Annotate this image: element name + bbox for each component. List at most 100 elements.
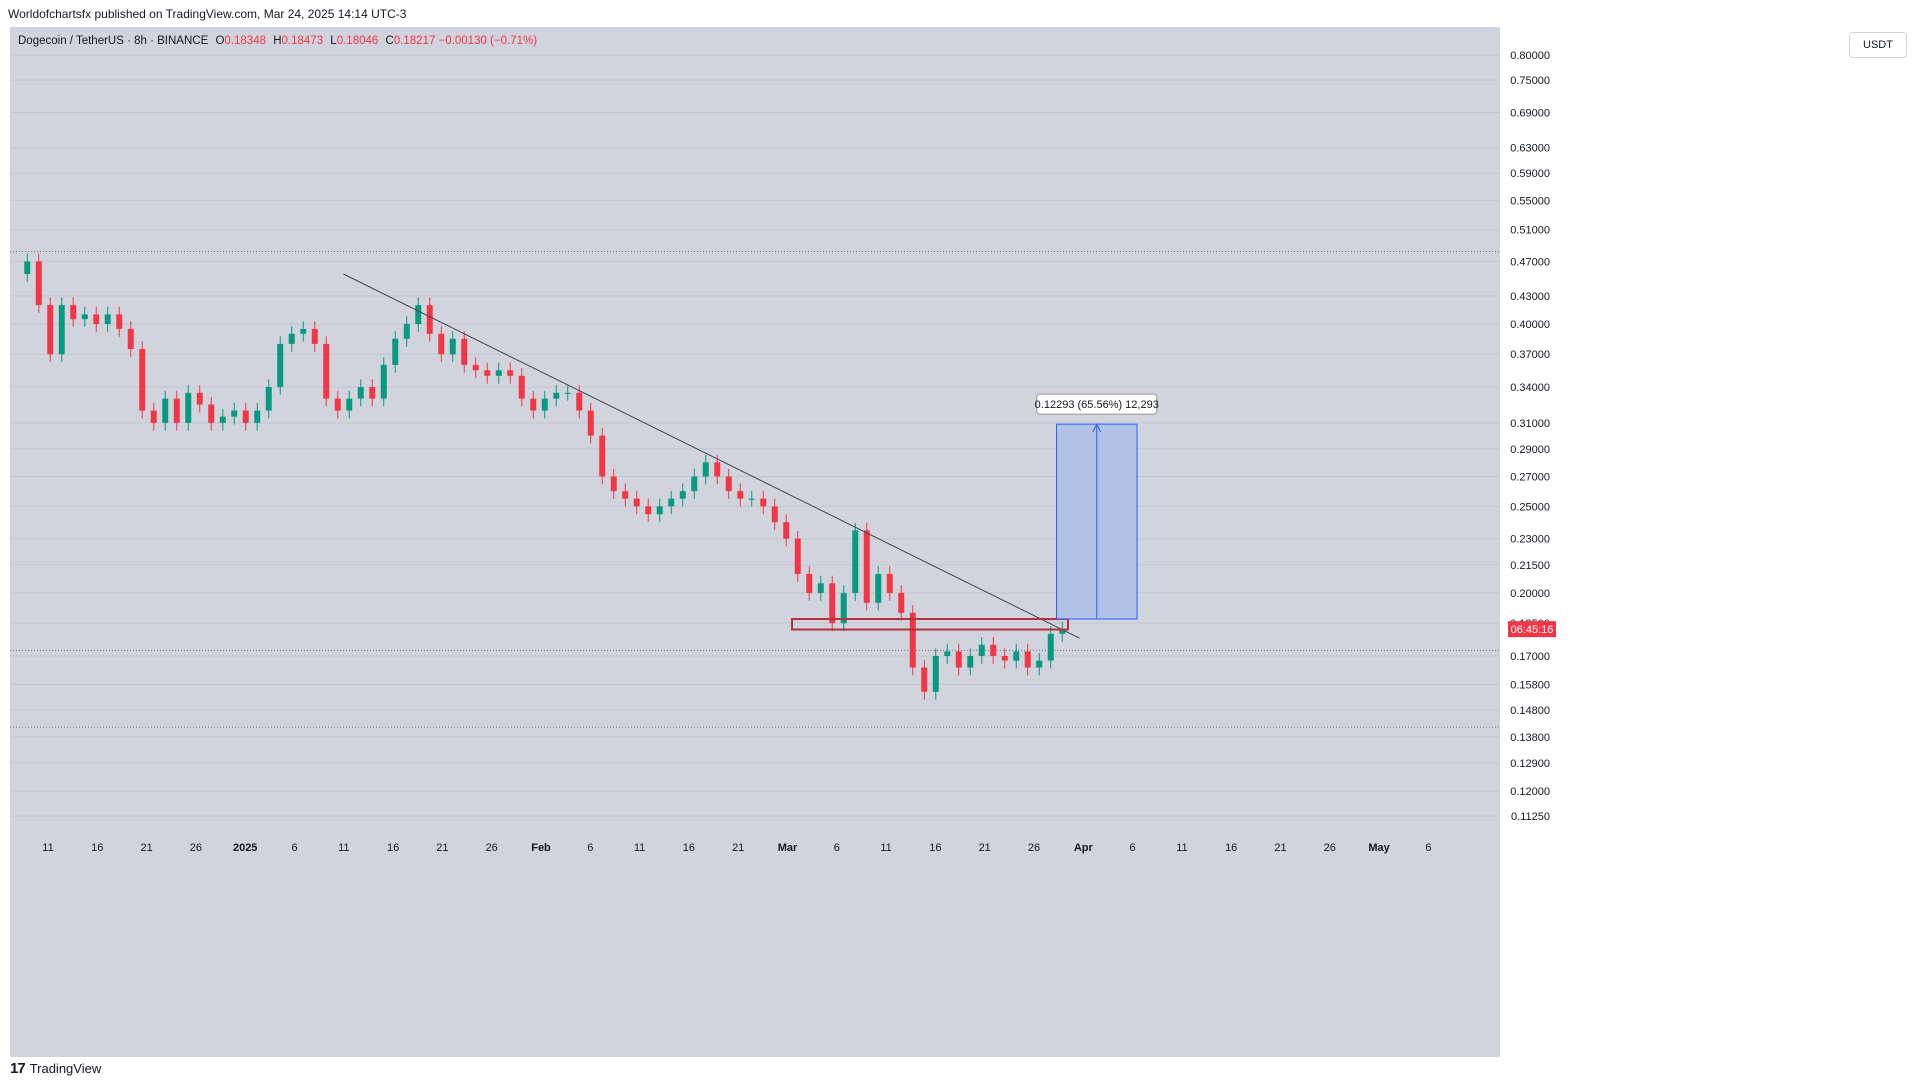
price-tick-label: 0.27000 <box>1510 471 1550 483</box>
descending-trendline <box>343 273 1080 639</box>
low-value: 0.18046 <box>336 35 379 47</box>
candle-body <box>737 491 744 499</box>
candle-body <box>587 410 594 436</box>
candle-body <box>967 655 974 668</box>
currency-selector[interactable]: USDT <box>1849 32 1907 58</box>
candle-body <box>311 328 318 344</box>
price-tick-label: 0.55000 <box>1510 195 1550 207</box>
time-tick-label: 16 <box>91 842 103 854</box>
candle-body <box>955 651 962 668</box>
symbol-name[interactable]: Dogecoin / TetherUS · 8h · BINANCE <box>18 35 209 47</box>
price-tick-label: 0.25000 <box>1510 501 1550 513</box>
candle-body <box>760 498 767 507</box>
countdown-badge <box>1508 621 1556 638</box>
time-tick-label: 11 <box>880 842 891 854</box>
candle-body <box>93 314 100 324</box>
candle-body <box>610 476 617 492</box>
candle-body <box>472 364 479 371</box>
price-tick-label: 0.34000 <box>1510 382 1550 394</box>
candle-body <box>576 392 583 411</box>
candle-body <box>81 314 88 320</box>
price-tick-label: 0.80000 <box>1510 50 1550 62</box>
price-chart[interactable]: 0.12293 (65.56%) 12,293 0.80000 0.75000 0.… <box>10 27 1910 1057</box>
price-tick-label: 0.14800 <box>1510 705 1550 717</box>
time-tick-label: 21 <box>1274 842 1286 854</box>
tradingview-brand[interactable]: TradingView <box>29 1061 102 1076</box>
candle-body <box>231 410 238 417</box>
candle-body <box>725 476 732 492</box>
candle-body <box>518 375 525 399</box>
price-tick-label: 0.69000 <box>1510 107 1550 119</box>
high-value: 0.18473 <box>281 35 324 47</box>
tradingview-logo-icon: 17 <box>10 1060 26 1077</box>
candle-body <box>852 530 859 593</box>
candle-body <box>679 491 686 499</box>
candle-body <box>1059 629 1066 634</box>
candle-body <box>334 398 341 411</box>
candle-body <box>886 573 893 593</box>
price-tick-label: 0.29000 <box>1510 444 1550 456</box>
candle-body <box>645 506 652 515</box>
time-tick-label: Apr <box>1074 842 1094 854</box>
time-tick-label: 6 <box>1130 842 1136 854</box>
price-tick-label: 0.63000 <box>1510 143 1550 155</box>
candle-body <box>622 491 629 499</box>
time-tick-label: 21 <box>140 842 152 854</box>
candle-body <box>944 651 951 656</box>
price-tick-label: 0.75000 <box>1510 75 1550 87</box>
price-tick-label: 0.23000 <box>1510 534 1550 546</box>
candle-body <box>1036 660 1043 668</box>
time-tick-label: 16 <box>1225 842 1237 854</box>
candle-body <box>840 592 847 624</box>
time-tick-label: 16 <box>387 842 399 854</box>
candle-body <box>24 261 31 275</box>
candle-body <box>714 462 721 477</box>
candle-body <box>794 538 801 574</box>
candle-body <box>530 398 537 411</box>
close-value: 0.18217 <box>393 35 436 47</box>
candle-body <box>392 338 399 365</box>
reference-lines <box>10 251 1500 728</box>
candle-body <box>47 305 54 355</box>
candle-body <box>265 387 272 411</box>
price-tick-label: 0.20000 <box>1510 588 1550 600</box>
candle-body <box>783 522 790 539</box>
chart-area[interactable]: 0.12293 (65.56%) 12,293 0.80000 0.75000 0.… <box>10 27 1910 1057</box>
open-label: O <box>215 35 225 47</box>
time-tick-label: 16 <box>683 842 695 854</box>
price-axis[interactable]: 0.80000 0.75000 0.69000 0.63000 0.59000 0.550… <box>1508 50 1556 823</box>
price-tick-label: 0.21500 <box>1510 560 1550 572</box>
price-tick-label: 0.40000 <box>1510 319 1550 331</box>
candle-body <box>357 387 364 399</box>
candle-body <box>921 667 928 692</box>
price-axis-background <box>1500 27 1910 1057</box>
candle-body <box>208 404 215 423</box>
price-tick-label: 0.11250 <box>1511 811 1550 823</box>
candle-body <box>196 392 203 405</box>
price-tick-label: 0.15800 <box>1510 679 1550 691</box>
countdown-label: 06:45:16 <box>1511 624 1554 636</box>
candle-body <box>403 323 410 339</box>
candle-body <box>173 398 180 423</box>
candle-body <box>495 370 502 376</box>
candle-body <box>1001 655 1008 661</box>
candle-body <box>449 338 456 355</box>
candle-body <box>1024 651 1031 668</box>
candle-body <box>875 573 882 603</box>
candle-body <box>978 644 985 656</box>
time-tick-label: 26 <box>190 842 202 854</box>
candle-body <box>150 410 157 423</box>
candle-body <box>254 410 261 423</box>
candle-body <box>691 476 698 492</box>
candle-body <box>461 338 468 365</box>
candle-body <box>323 343 330 399</box>
time-tick-label: 16 <box>929 842 941 854</box>
candles <box>24 253 1066 700</box>
time-tick-label: Mar <box>778 842 798 854</box>
footer-branding: 17 TradingView <box>10 1060 101 1077</box>
candle-body <box>162 398 169 423</box>
time-axis[interactable]: 11 16 21 26 2025 6 11 16 21 26 Feb 6 11 16 21 Mar 6 11 16 2… <box>42 842 1431 854</box>
candle-body <box>1013 651 1020 661</box>
candle-body <box>553 392 560 399</box>
annotations: 0.12293 (65.56%) 12,293 <box>343 273 1159 639</box>
